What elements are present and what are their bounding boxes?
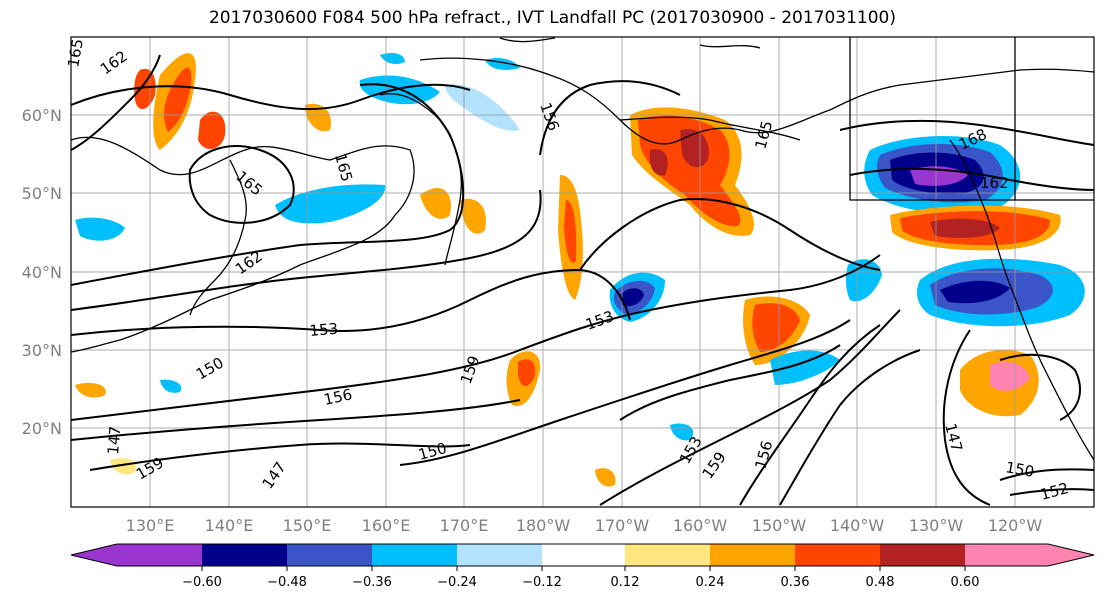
colorbar-tick: 0.24 [696, 575, 725, 590]
colorbar-extend-low [71, 544, 117, 566]
colorbar-segment [542, 544, 625, 566]
shade-positive [680, 129, 709, 168]
colorbar-tick: 0.60 [951, 575, 980, 590]
colorbar-tick: 0.48 [866, 575, 895, 590]
colorbar-tick: −0.36 [352, 575, 392, 590]
contour-label: 165 [64, 37, 87, 68]
contour-label: 153 [309, 320, 339, 340]
shade-positive [990, 361, 1030, 391]
shade-positive [752, 303, 800, 352]
colorbar-tick: −0.24 [437, 575, 477, 590]
shade-positive [649, 149, 668, 176]
shade-positive [930, 218, 1000, 238]
colorbar: −0.60 −0.48 −0.36 −0.24 −0.12 0.12 0.24 … [70, 543, 1095, 590]
contour-lines [70, 54, 1095, 506]
lon-label: 140°W [830, 516, 885, 535]
lon-label: 150°W [752, 516, 807, 535]
colorbar-segment [880, 544, 965, 566]
colorbar-tick: 0.12 [611, 575, 640, 590]
shade-negative [620, 288, 644, 307]
lat-label: 40°N [22, 263, 62, 282]
shade-negative [770, 350, 840, 385]
colorbar-segment [202, 544, 287, 566]
shade-positive [164, 67, 192, 132]
lon-label: 160°E [362, 516, 411, 535]
colorbar-segment [372, 544, 457, 566]
shade-positive [305, 103, 331, 132]
contour-label: 150 [1004, 458, 1035, 481]
lat-label: 20°N [22, 419, 62, 438]
lat-label: 50°N [22, 184, 62, 203]
lon-label: 180°W [516, 516, 571, 535]
shade-negative [75, 217, 125, 241]
lat-label: 60°N [22, 106, 62, 125]
shade-positive [595, 468, 616, 487]
longitude-labels: 130°E 140°E 150°E 160°E 170°E 180°W 170°… [126, 516, 1043, 535]
colorbar-segment [457, 544, 542, 566]
shade-negative [160, 379, 182, 393]
lon-label: 130°E [126, 516, 175, 535]
shade-positive [420, 187, 451, 219]
colorbar-segment [965, 544, 1048, 566]
lon-label: 150°E [283, 516, 332, 535]
shade-negative [940, 280, 1010, 304]
lat-label: 30°N [22, 341, 62, 360]
lon-label: 130°W [909, 516, 964, 535]
shading-layer [75, 52, 1085, 487]
colorbar-tick: 0.36 [781, 575, 810, 590]
colorbar-tick: −0.60 [182, 575, 222, 590]
lon-label: 170°E [440, 516, 489, 535]
latitude-labels: 60°N 50°N 40°N 30°N 20°N [22, 106, 62, 438]
lon-label: 120°W [988, 516, 1043, 535]
map-title: 2017030600 F084 500 hPa refract., IVT La… [208, 8, 896, 28]
colorbar-tick: −0.12 [522, 575, 562, 590]
map-border [70, 36, 1095, 508]
colorbar-segment [795, 544, 880, 566]
colorbar-segment [625, 544, 710, 566]
contour-label: 156 [322, 385, 354, 409]
shade-positive [110, 458, 136, 475]
shade-positive [564, 200, 577, 264]
colorbar-segment [710, 544, 795, 566]
colorbar-outline [70, 543, 1095, 567]
shade-positive [460, 198, 486, 234]
shade-positive [638, 115, 741, 227]
colorbar-tick: −0.48 [267, 575, 307, 590]
shade-positive [75, 382, 106, 398]
shade-positive [198, 111, 226, 150]
colorbar-segment [287, 544, 372, 566]
shade-negative [275, 184, 386, 224]
contour-label: 147 [104, 425, 124, 455]
colorbar-segment [117, 544, 202, 566]
lon-label: 160°W [673, 516, 728, 535]
lon-label: 140°E [205, 516, 254, 535]
contour-label: 162 [980, 174, 1009, 192]
graticule [71, 37, 1094, 507]
colorbar-extend-high [1048, 544, 1094, 566]
shade-positive [518, 359, 536, 386]
lon-label: 170°W [595, 516, 650, 535]
